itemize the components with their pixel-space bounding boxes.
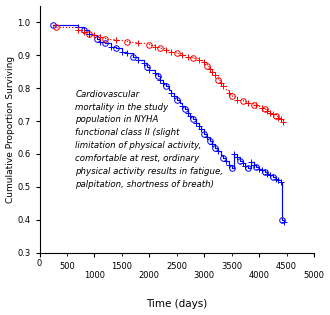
Text: 4500: 4500 (276, 262, 297, 271)
Text: 2500: 2500 (166, 262, 187, 271)
Text: Cardiovascular
mortality in the study
population in NYHA
functional class II (sl: Cardiovascular mortality in the study po… (75, 90, 223, 189)
Text: 500: 500 (59, 262, 75, 271)
Text: 0: 0 (37, 259, 42, 268)
Y-axis label: Cumulative Proportion Surviving: Cumulative Proportion Surviving (6, 56, 15, 203)
Text: 1500: 1500 (112, 262, 132, 271)
Text: 3500: 3500 (221, 262, 242, 271)
X-axis label: Time (days): Time (days) (146, 300, 207, 309)
